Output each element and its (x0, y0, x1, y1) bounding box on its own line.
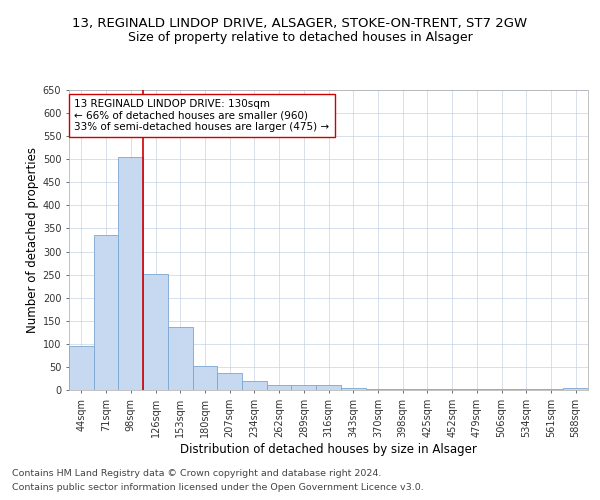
Bar (118, 157, 143, 390)
Bar (390, 389, 415, 390)
Bar (168, 327, 193, 390)
Text: Contains HM Land Registry data © Crown copyright and database right 2024.: Contains HM Land Registry data © Crown c… (12, 468, 382, 477)
Bar (415, 389, 440, 390)
Bar (217, 373, 242, 390)
Bar (69, 346, 94, 390)
Bar (316, 386, 341, 390)
X-axis label: Distribution of detached houses by size in Alsager: Distribution of detached houses by size … (180, 442, 477, 456)
Text: 13, REGINALD LINDOP DRIVE, ALSAGER, STOKE-ON-TRENT, ST7 2GW: 13, REGINALD LINDOP DRIVE, ALSAGER, STOK… (73, 18, 527, 30)
Text: Size of property relative to detached houses in Alsager: Size of property relative to detached ho… (128, 31, 472, 44)
Text: 13 REGINALD LINDOP DRIVE: 130sqm
← 66% of detached houses are smaller (960)
33% : 13 REGINALD LINDOP DRIVE: 130sqm ← 66% o… (74, 99, 329, 132)
Bar (539, 389, 563, 390)
Bar (514, 389, 539, 390)
Bar (489, 389, 514, 390)
Bar (464, 389, 489, 390)
Bar (267, 386, 292, 390)
Bar (365, 389, 390, 390)
Bar (440, 389, 464, 390)
Bar (563, 388, 588, 390)
Bar (143, 274, 168, 390)
Bar (94, 236, 118, 390)
Bar (341, 388, 365, 390)
Bar (242, 381, 267, 390)
Bar (193, 366, 217, 390)
Y-axis label: Number of detached properties: Number of detached properties (26, 147, 38, 333)
Text: Contains public sector information licensed under the Open Government Licence v3: Contains public sector information licen… (12, 484, 424, 492)
Bar (292, 386, 316, 390)
